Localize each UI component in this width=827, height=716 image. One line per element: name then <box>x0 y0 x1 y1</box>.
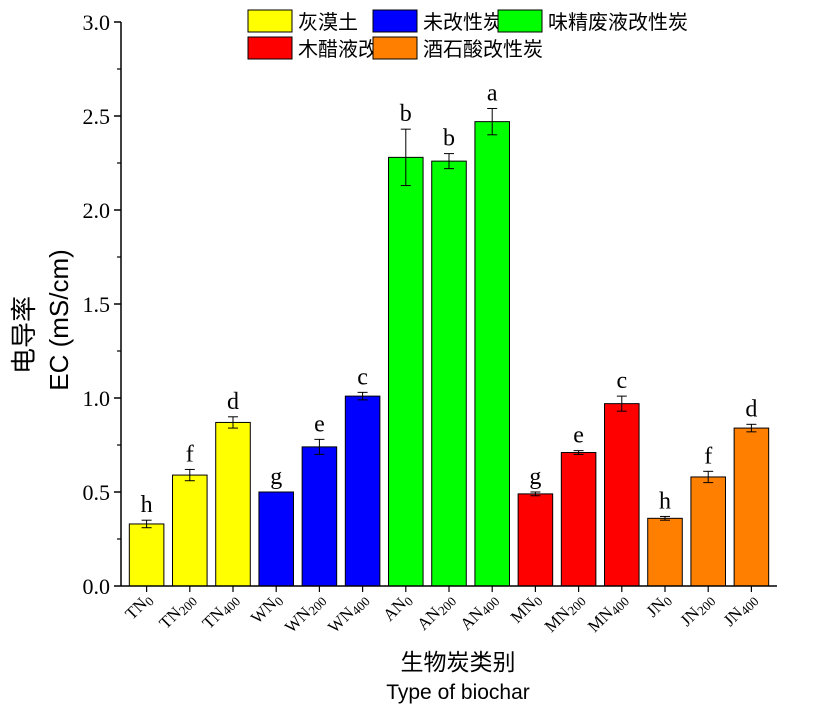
y-tick-label: 2.0 <box>83 198 111 223</box>
x-tick-label: AN0 <box>379 589 416 626</box>
x-tick-label: TN200 <box>155 589 200 634</box>
x-axis-label-cn: 生物炭类别 <box>401 650 516 676</box>
bar-JN0 <box>647 517 683 587</box>
y-tick-label: 0.5 <box>83 480 111 505</box>
bar-JN200 <box>690 476 726 587</box>
bar-MN0 <box>517 493 554 587</box>
y-axis-label-cn: 电导率 <box>10 296 40 374</box>
bar-AN400 <box>474 121 510 587</box>
significance-letter: b <box>400 101 412 127</box>
bar-TN0 <box>128 523 165 587</box>
bar-WN0 <box>258 491 294 587</box>
x-tick-label: JN400 <box>720 589 762 631</box>
legend-swatch <box>372 9 418 33</box>
significance-letter: b <box>443 126 455 152</box>
bar-AN0 <box>388 156 424 587</box>
bar-AN200 <box>431 160 467 587</box>
significance-letter: d <box>745 396 757 422</box>
significance-letter: g <box>270 464 282 490</box>
significance-letter: f <box>704 443 712 469</box>
x-tick-label: MN200 <box>541 589 589 637</box>
significance-letter: d <box>227 389 239 415</box>
bar-WN200 <box>301 446 338 587</box>
x-tick-label: AN200 <box>413 589 459 635</box>
x-tick-label: JN200 <box>676 589 718 631</box>
significance-letter: e <box>573 423 584 449</box>
legend-label: 灰漠土 <box>298 10 358 34</box>
bar-MN200 <box>560 452 597 587</box>
x-tick-label: WN400 <box>324 589 373 638</box>
significance-letter: f <box>186 441 194 467</box>
significance-letter: c <box>616 368 627 394</box>
legend-label: 酒石酸改性炭 <box>423 37 543 61</box>
significance-letter: h <box>141 492 153 518</box>
significance-letters: h f d g e c b b a g e c h f d <box>141 80 758 518</box>
x-tick-label: JN0 <box>642 589 675 622</box>
x-tick-label: TN0 <box>121 589 156 624</box>
significance-letter: a <box>487 80 498 106</box>
x-axis-label: Type of biochar <box>386 681 530 704</box>
significance-letter: e <box>314 411 325 437</box>
significance-letter: g <box>529 464 541 490</box>
bar-JN400 <box>733 427 770 587</box>
x-tick-label: TN400 <box>199 589 244 634</box>
legend-label: 味精废液改性炭 <box>548 10 688 34</box>
significance-letter: c <box>357 364 368 390</box>
y-axis-ticks: 0.0 0.5 1.0 1.5 2.0 2.5 3.0 <box>83 10 121 599</box>
bar-TN400 <box>215 421 251 587</box>
bars <box>128 121 770 587</box>
y-tick-label: 3.0 <box>83 10 111 35</box>
legend-label: 未改性炭 <box>423 10 503 34</box>
error-bars <box>141 107 757 529</box>
x-tick-label: MN400 <box>584 589 632 637</box>
bar-MN400 <box>604 403 640 587</box>
bar-TN200 <box>172 474 208 587</box>
bar-WN400 <box>344 395 381 587</box>
y-tick-label: 2.5 <box>83 104 111 129</box>
legend-swatch <box>247 36 293 60</box>
x-tick-label: WN200 <box>281 589 330 638</box>
significance-letter: h <box>659 488 671 514</box>
legend-swatch <box>497 9 543 33</box>
y-tick-label: 1.5 <box>83 292 111 317</box>
y-tick-label: 0.0 <box>83 574 111 599</box>
legend-swatch <box>372 36 418 60</box>
legend-swatch <box>247 9 293 33</box>
x-tick-label: AN400 <box>456 589 502 635</box>
y-axis-label: EC (mS/cm) <box>44 249 74 391</box>
y-tick-label: 1.0 <box>83 386 111 411</box>
